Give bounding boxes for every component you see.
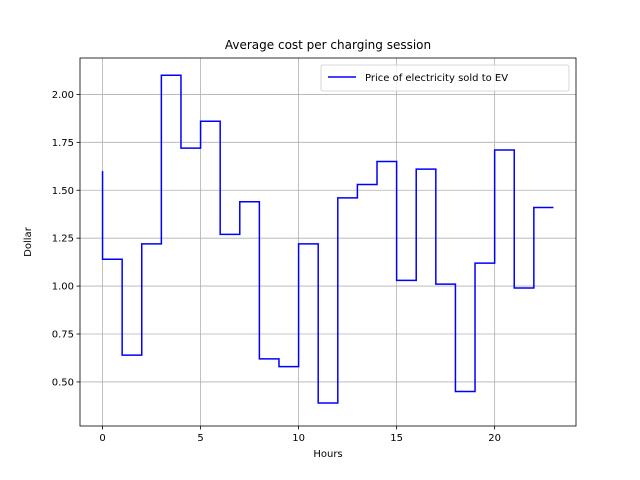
x-tick-label: 20 — [488, 433, 501, 444]
y-tick-label: 1.75 — [52, 138, 74, 149]
x-axis-label: Hours — [313, 449, 342, 460]
plot-frame — [79, 57, 577, 427]
y-tick-label: 1.00 — [52, 282, 74, 293]
series-line-price-of-electricity — [101, 74, 554, 404]
y-tick-label: 1.50 — [52, 186, 74, 197]
grid — [80, 58, 576, 426]
x-tick-label: 10 — [292, 433, 305, 444]
series-layer — [101, 74, 554, 404]
legend: Price of electricity sold to EV — [320, 64, 570, 92]
legend-box — [320, 64, 570, 92]
x-tick-label: 0 — [99, 433, 105, 444]
x-tick-label: 15 — [390, 433, 403, 444]
x-tick-label: 5 — [197, 433, 203, 444]
y-tick-label: 0.50 — [52, 377, 74, 388]
chart-title: Average cost per charging session — [225, 38, 431, 52]
ticks: 0 5 10 15 20 0.50 0.75 1.00 1.25 1.50 1.75 2.00 — [52, 90, 501, 444]
y-tick-label: 1.25 — [52, 234, 74, 245]
y-axis-label: Dollar — [23, 226, 34, 257]
y-tick-label: 2.00 — [52, 90, 74, 101]
legend-label: Price of electricity sold to EV — [365, 73, 508, 84]
y-tick-label: 0.75 — [52, 330, 74, 341]
